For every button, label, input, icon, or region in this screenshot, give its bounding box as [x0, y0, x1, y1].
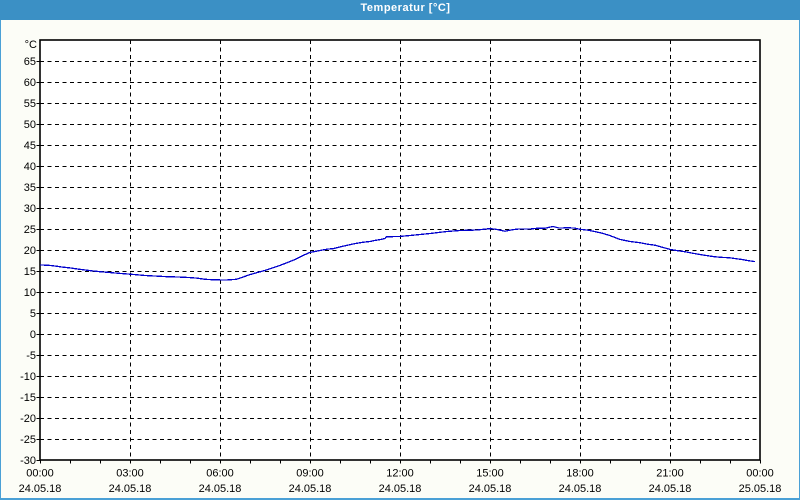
svg-text:60: 60 — [24, 77, 36, 89]
svg-text:15:00: 15:00 — [476, 468, 504, 480]
svg-text:25: 25 — [24, 224, 36, 236]
svg-text:40: 40 — [24, 161, 36, 173]
svg-text:00:00: 00:00 — [746, 468, 774, 480]
svg-text:09:00: 09:00 — [296, 468, 324, 480]
svg-text:24.05.18: 24.05.18 — [199, 483, 242, 495]
svg-text:0: 0 — [30, 329, 36, 341]
svg-text:06:00: 06:00 — [206, 468, 234, 480]
svg-text:24.05.18: 24.05.18 — [379, 483, 422, 495]
svg-text:24.05.18: 24.05.18 — [559, 483, 602, 495]
svg-text:24.05.18: 24.05.18 — [649, 483, 692, 495]
svg-text:12:00: 12:00 — [386, 468, 414, 480]
svg-text:03:00: 03:00 — [116, 468, 144, 480]
svg-text:50: 50 — [24, 119, 36, 131]
svg-text:30: 30 — [24, 203, 36, 215]
svg-text:-30: -30 — [20, 455, 36, 467]
svg-text:45: 45 — [24, 140, 36, 152]
svg-text:10: 10 — [24, 287, 36, 299]
svg-text:00:00: 00:00 — [26, 468, 54, 480]
svg-text:65: 65 — [24, 56, 36, 68]
svg-text:-10: -10 — [20, 371, 36, 383]
svg-text:24.05.18: 24.05.18 — [289, 483, 332, 495]
svg-text:20: 20 — [24, 245, 36, 257]
svg-text:-15: -15 — [20, 392, 36, 404]
svg-text:°C: °C — [25, 39, 37, 51]
svg-text:24.05.18: 24.05.18 — [19, 483, 62, 495]
svg-text:35: 35 — [24, 182, 36, 194]
svg-text:24.05.18: 24.05.18 — [109, 483, 152, 495]
svg-text:15: 15 — [24, 266, 36, 278]
svg-text:24.05.18: 24.05.18 — [469, 483, 512, 495]
svg-text:-5: -5 — [26, 350, 36, 362]
svg-text:-20: -20 — [20, 413, 36, 425]
svg-text:18:00: 18:00 — [566, 468, 594, 480]
svg-text:25.05.18: 25.05.18 — [739, 483, 782, 495]
svg-text:21:00: 21:00 — [656, 468, 684, 480]
svg-text:-25: -25 — [20, 434, 36, 446]
svg-text:5: 5 — [30, 308, 36, 320]
svg-text:55: 55 — [24, 98, 36, 110]
